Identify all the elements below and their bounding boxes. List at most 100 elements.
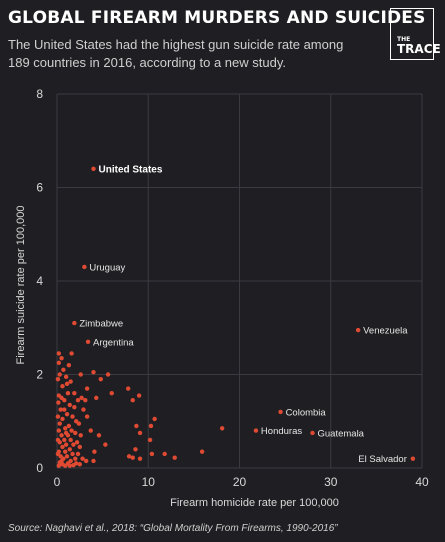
data-point	[147, 437, 153, 443]
data-points	[55, 166, 416, 468]
logo-line-2: TRACE	[397, 42, 441, 56]
y-axis-label: Firearm suicide rate per 100,000	[15, 206, 27, 365]
the-trace-logo: THE TRACE	[390, 8, 441, 60]
y-tick-label: 0	[36, 461, 43, 475]
data-point	[109, 391, 114, 396]
data-point	[73, 430, 78, 436]
data-point	[61, 367, 66, 373]
data-point	[78, 433, 83, 438]
data-point	[68, 379, 73, 384]
data-point	[64, 381, 70, 387]
data-point	[59, 433, 64, 438]
point-label: Argentina	[93, 337, 134, 348]
data-point	[67, 463, 72, 468]
data-point	[75, 398, 81, 403]
data-point	[63, 430, 69, 436]
data-point	[103, 442, 108, 447]
data-point	[137, 456, 143, 461]
data-point	[172, 455, 177, 460]
data-point	[133, 447, 138, 452]
y-tick-label: 8	[36, 87, 43, 101]
data-point	[126, 454, 132, 459]
data-point	[125, 386, 131, 391]
data-point	[59, 355, 64, 361]
y-tick-label: 4	[36, 274, 43, 288]
data-point	[84, 386, 90, 391]
data-point	[136, 393, 142, 398]
data-point	[55, 376, 61, 382]
data-point	[71, 462, 76, 468]
source-note: Source: Naghavi et al., 2018: “Global Mo…	[8, 523, 338, 534]
data-point	[84, 458, 89, 464]
data-point	[69, 428, 74, 433]
data-point	[96, 433, 102, 438]
data-point	[74, 440, 80, 445]
data-point	[134, 423, 139, 429]
point-label: Colombia	[286, 407, 327, 418]
data-point	[71, 442, 76, 447]
data-point	[79, 395, 84, 401]
data-point	[63, 463, 68, 468]
data-point	[62, 407, 67, 412]
data-point-labeled	[72, 320, 77, 326]
point-label: United States	[99, 164, 163, 175]
data-point	[60, 383, 65, 389]
data-point	[98, 376, 104, 382]
data-point	[67, 402, 72, 408]
data-point	[81, 407, 86, 412]
y-tick-label: 6	[36, 181, 43, 195]
data-point	[69, 351, 74, 356]
x-tick-label: 40	[415, 475, 429, 489]
data-point	[70, 414, 75, 419]
point-label: Uruguay	[89, 262, 125, 273]
data-point	[64, 412, 70, 417]
data-point	[72, 391, 77, 396]
data-point	[67, 447, 72, 452]
data-point-labeled	[355, 327, 361, 333]
data-point-labeled	[85, 339, 91, 344]
data-point	[72, 405, 77, 410]
point-label: Guatemala	[318, 428, 365, 439]
data-point-labeled	[278, 409, 283, 415]
data-point-labeled	[253, 428, 259, 433]
chart-title: GLOBAL FIREARM MURDERS AND SUICIDES	[8, 8, 426, 28]
data-point	[77, 462, 83, 467]
data-point	[59, 395, 64, 401]
data-point	[137, 430, 143, 436]
grid-lines	[56, 93, 423, 469]
data-point	[105, 372, 111, 377]
data-point	[77, 444, 83, 450]
point-label: Venezuela	[363, 326, 408, 337]
data-point	[63, 374, 69, 380]
data-point	[130, 398, 135, 403]
data-point	[162, 451, 167, 457]
data-point	[56, 360, 62, 366]
data-point	[219, 426, 225, 431]
data-point	[68, 437, 73, 443]
data-point	[59, 458, 64, 464]
data-point-labeled	[91, 166, 96, 171]
data-point	[64, 454, 70, 459]
data-point	[91, 369, 96, 375]
point-label: Zimbabwe	[79, 319, 123, 330]
data-point	[78, 372, 83, 377]
data-point	[66, 362, 72, 368]
data-point	[83, 398, 88, 403]
data-point	[149, 451, 155, 457]
x-tick-label: 10	[142, 475, 156, 489]
data-point	[56, 463, 62, 468]
x-tick-label: 0	[54, 475, 61, 489]
data-point	[56, 400, 61, 405]
data-point	[130, 455, 135, 460]
data-point	[56, 351, 62, 356]
data-point	[80, 456, 85, 461]
data-point	[84, 414, 90, 419]
data-point	[76, 421, 82, 426]
y-tick-label: 2	[36, 368, 43, 382]
x-tick-label: 30	[324, 475, 338, 489]
data-point	[63, 426, 68, 431]
data-point-labeled	[310, 430, 315, 436]
data-point	[88, 428, 93, 433]
data-point-labeled	[82, 264, 87, 270]
data-point	[70, 451, 75, 457]
